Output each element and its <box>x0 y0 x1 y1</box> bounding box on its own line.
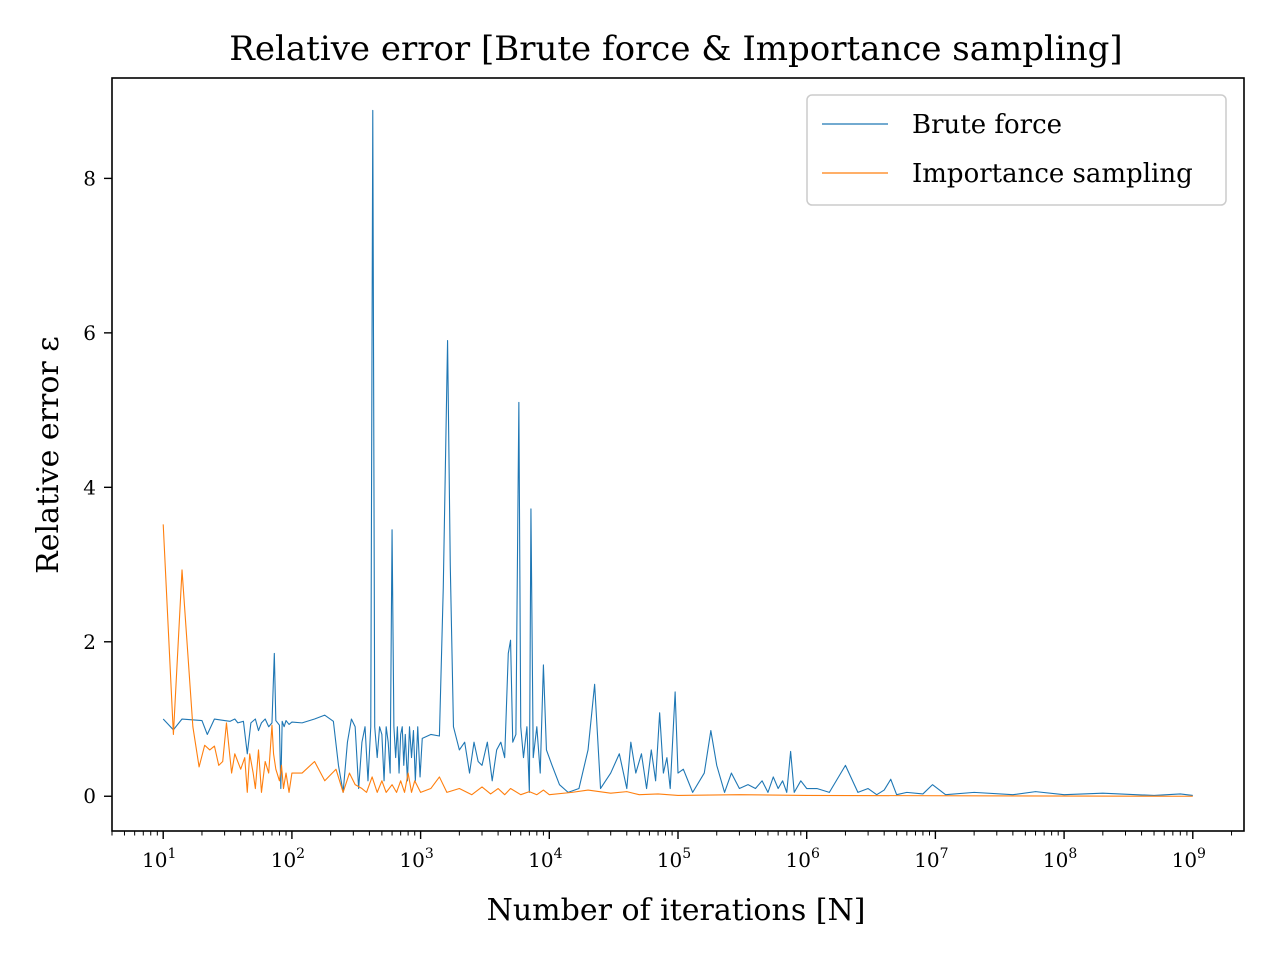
x-tick-label: 101 <box>142 846 176 872</box>
y-tick-label: 0 <box>83 784 96 808</box>
x-tick-label: 103 <box>399 846 433 872</box>
series-line-brute-force <box>162 109 1193 797</box>
legend-label-brute-force: Brute force <box>912 110 1062 140</box>
chart-title: Relative error [Brute force & Importance… <box>229 29 1122 69</box>
x-tick-label: 108 <box>1043 846 1077 872</box>
legend-label-importance-sampling: Importance sampling <box>912 159 1193 189</box>
x-tick-label: 105 <box>657 846 691 872</box>
x-tick-labels: 101 102 103 104 105 106 107 108 109 <box>142 846 1206 872</box>
y-tick-label: 2 <box>83 630 96 654</box>
y-tick-labels: 0 2 4 6 8 <box>83 166 96 808</box>
x-tick-label: 102 <box>271 846 305 872</box>
y-tick-label: 6 <box>83 321 96 345</box>
x-tick-label: 109 <box>1172 846 1206 872</box>
x-axis-label: Number of iterations [N] <box>487 893 866 928</box>
x-minor-ticks <box>111 831 1233 836</box>
y-axis-label: Relative error ε <box>31 336 66 574</box>
series-lines <box>162 109 1193 797</box>
x-tick-label: 107 <box>914 846 948 872</box>
plot-area <box>104 77 1245 839</box>
legend: Brute force Importance sampling <box>806 94 1227 206</box>
y-tick-label: 4 <box>83 475 96 499</box>
series-line-importance-sampling <box>162 524 1193 797</box>
x-tick-label: 104 <box>528 846 562 872</box>
x-major-ticks <box>162 831 1194 839</box>
legend-box <box>806 94 1227 206</box>
y-ticks <box>104 177 112 797</box>
x-tick-label: 106 <box>786 846 820 872</box>
y-tick-label: 8 <box>83 166 96 190</box>
